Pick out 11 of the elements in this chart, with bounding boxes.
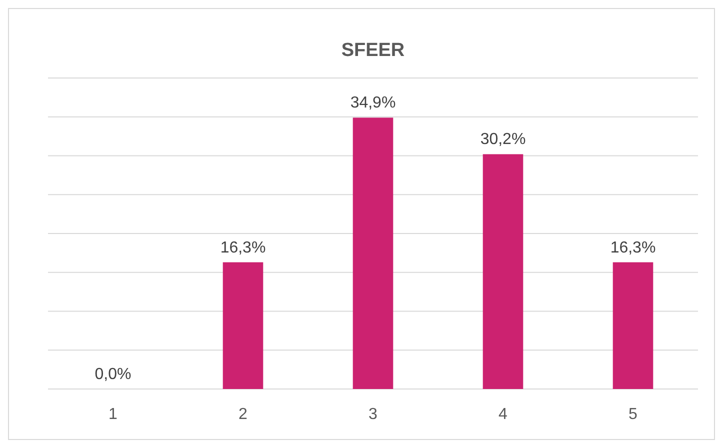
x-tick-label: 2 [238, 406, 248, 423]
data-label: 16,3% [610, 239, 656, 256]
x-tick-label: 3 [368, 406, 378, 423]
x-tick-label: 1 [108, 406, 118, 423]
chart-title: SFEER [341, 40, 405, 61]
x-tick-label: 5 [628, 406, 638, 423]
data-label: 30,2% [480, 131, 526, 148]
data-label: 34,9% [350, 94, 396, 112]
data-label: 0,0% [94, 366, 132, 383]
data-label: 16,3% [220, 239, 266, 256]
x-tick-label: 4 [498, 406, 508, 423]
